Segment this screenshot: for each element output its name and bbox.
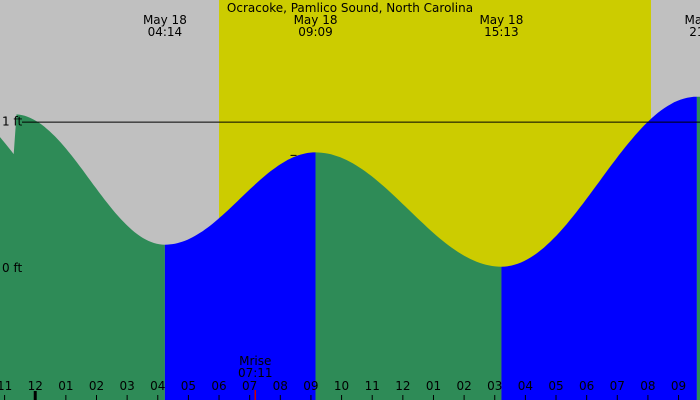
tide-event-date: May 18 (294, 13, 338, 27)
x-tick-label: 08 (273, 379, 288, 393)
y-tick-label: 0 ft (2, 261, 22, 275)
x-tick-label: 02 (89, 379, 104, 393)
tide-event-date: May (685, 13, 700, 27)
x-tick-label: 06 (211, 379, 226, 393)
tide-event-date: May 18 (479, 13, 523, 27)
tide-event-date: May 18 (143, 13, 187, 27)
moonrise-time: 07:11 (238, 366, 273, 380)
x-tick-label: 12 (28, 379, 43, 393)
rising-tide-area (501, 96, 697, 400)
x-tick-label: 03 (487, 379, 502, 393)
x-tick-label: 02 (456, 379, 471, 393)
x-tick-label: 09 (671, 379, 686, 393)
x-tick-label: 12 (395, 379, 410, 393)
tide-areas (0, 96, 700, 400)
x-tick-label: 05 (548, 379, 563, 393)
x-tick-label: 08 (640, 379, 655, 393)
x-tick-label: 11 (0, 379, 12, 393)
y-tick-label: 1 ft (2, 115, 22, 129)
x-tick-label: 07 (242, 379, 257, 393)
tide-event-time: 09:09 (298, 25, 333, 39)
x-tick-label: 10 (334, 379, 349, 393)
x-tick-label: 01 (426, 379, 441, 393)
x-axis-ticks: 11 12 01 02 03 04 05 06 07 08 09 10 11 12 01 02 03 04 05 06… (0, 379, 686, 400)
x-tick-label: 06 (579, 379, 594, 393)
x-tick-label: 03 (119, 379, 134, 393)
x-tick-label: 01 (58, 379, 73, 393)
chart-title: Ocracoke, Pamlico Sound, North Carolina (227, 1, 473, 15)
x-tick-label: 05 (181, 379, 196, 393)
x-tick-label: 11 (365, 379, 380, 393)
x-tick-label: 04 (518, 379, 533, 393)
falling-tide-area (315, 152, 502, 400)
tide-event-time: 04:14 (148, 25, 183, 39)
x-tick-label: 07 (610, 379, 625, 393)
rising-tide-area (164, 152, 316, 400)
falling-tide-area (696, 96, 700, 400)
x-tick-label: 09 (303, 379, 318, 393)
tide-event-time: 21 (689, 25, 700, 39)
x-tick-label: 04 (150, 379, 165, 393)
falling-tide-area (0, 114, 165, 400)
y-axis-labels: 0 ft 1 ft (2, 115, 22, 276)
moonrise-label: Mrise (239, 354, 271, 368)
tide-event-time: 15:13 (484, 25, 519, 39)
